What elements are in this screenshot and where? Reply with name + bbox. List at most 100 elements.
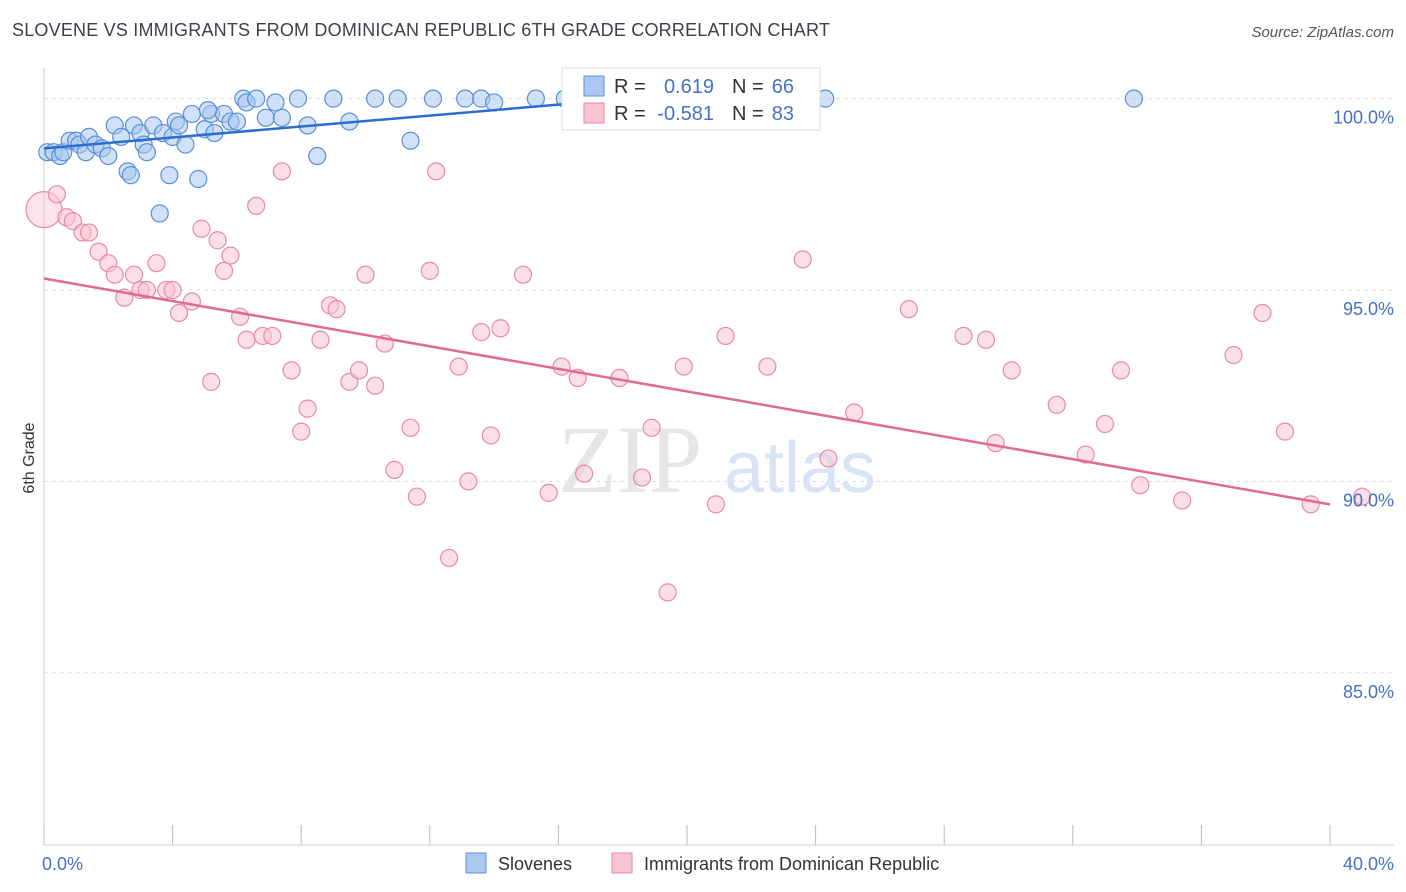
pink-point <box>986 434 1005 453</box>
legend-dominican-swatch <box>611 852 633 874</box>
pink-point <box>674 357 693 376</box>
pink-point <box>1076 445 1095 464</box>
pink-point <box>147 254 166 273</box>
blue-point <box>189 169 208 189</box>
blue-point <box>137 143 156 162</box>
blue-point <box>198 101 218 120</box>
legend-slovenes-label: Slovenes <box>498 854 572 874</box>
y-tick-label-2: 90.0% <box>1343 490 1394 510</box>
watermark-atlas: atlas <box>724 428 876 508</box>
y-axis-title: 6th Grade <box>21 422 38 493</box>
pink-point <box>237 330 256 349</box>
pink-point <box>79 223 99 242</box>
y-tick-label-1: 95.0% <box>1343 299 1394 319</box>
chart-source: Source: ZipAtlas.com <box>1251 24 1394 41</box>
blue-point <box>456 89 475 108</box>
pink-point <box>1111 361 1131 380</box>
pink-point <box>401 418 420 437</box>
stats-legend-pink-n-label: N = <box>732 103 764 125</box>
pink-point <box>552 357 571 376</box>
pink-point <box>716 326 735 346</box>
blue-point <box>160 166 179 185</box>
pink-point <box>632 468 652 487</box>
pink-point <box>439 548 459 568</box>
pink-point <box>819 449 838 468</box>
blue-point <box>401 131 420 150</box>
pink-point <box>575 464 594 483</box>
blue-point <box>247 89 266 108</box>
blue-point <box>99 146 118 166</box>
blue-point <box>150 204 169 223</box>
blue-point <box>227 112 246 131</box>
pink-point <box>247 196 266 215</box>
y-tick-label-0: 100.0% <box>1333 108 1394 128</box>
blue-point <box>423 89 443 108</box>
pink-point <box>472 323 491 342</box>
pink-point <box>272 162 292 181</box>
pink-point <box>311 330 330 349</box>
stats-legend-blue-n-value: 66 <box>772 76 794 98</box>
pink-point <box>137 280 156 300</box>
pink-point <box>208 231 227 250</box>
blue-point <box>308 146 327 166</box>
blue-point <box>388 89 407 108</box>
pink-point <box>1095 414 1115 434</box>
legend-slovenes-swatch <box>465 852 487 874</box>
blue-point <box>256 108 275 127</box>
pink-point <box>658 583 677 602</box>
pink-point <box>1353 487 1372 506</box>
pink-point <box>706 495 726 514</box>
pink-point <box>539 483 558 502</box>
blue-point <box>121 166 140 185</box>
blue-point <box>272 108 292 127</box>
blue-point <box>526 89 545 108</box>
pink-point <box>954 326 973 346</box>
pink-point <box>105 265 124 284</box>
y-tick-labels: 100.0% 95.0% 90.0% 85.0% <box>1333 108 1394 702</box>
grid-lines <box>44 98 1394 674</box>
pink-point <box>1253 303 1272 323</box>
pink-point <box>292 422 311 441</box>
pink-point <box>221 246 240 265</box>
stats-legend: R = 0.619 N = 66 R = -0.581 N = 83 <box>561 67 821 131</box>
pink-point <box>169 303 189 323</box>
stats-legend-blue-r-label: R = <box>614 76 646 98</box>
stats-legend-pink-swatch <box>583 102 605 124</box>
pink-point <box>349 361 369 380</box>
trend-line-dominican <box>43 277 1331 506</box>
pink-point <box>420 261 439 280</box>
y-tick-label-3: 85.0% <box>1343 682 1394 702</box>
watermark-zip: ZIP <box>558 406 702 513</box>
pink-point <box>163 280 182 300</box>
pink-point <box>758 357 777 376</box>
pink-point <box>793 250 812 269</box>
pink-point <box>47 185 66 204</box>
pink-point <box>642 418 661 437</box>
stats-legend-blue-n-label: N = <box>732 76 764 98</box>
pink-point <box>202 372 221 391</box>
chart-title: SLOVENE VS IMMIGRANTS FROM DOMINICAN REP… <box>12 20 831 40</box>
pink-point <box>1047 395 1066 414</box>
x-tick-label-max: 40.0% <box>1343 854 1394 874</box>
pink-point <box>1002 361 1021 380</box>
blue-point <box>324 89 343 108</box>
blue-point <box>176 135 195 154</box>
stats-legend-blue-r-value: 0.619 <box>664 76 714 98</box>
x-tick-label-min: 0.0% <box>42 854 83 874</box>
pink-point <box>282 361 301 380</box>
pink-point <box>385 460 404 479</box>
pink-point <box>1275 422 1295 441</box>
stats-legend-pink-r-label: R = <box>614 103 646 125</box>
pink-point <box>263 326 282 346</box>
pink-point <box>1301 495 1320 514</box>
pink-point <box>491 319 510 338</box>
pink-point <box>327 300 346 319</box>
pink-point <box>976 330 996 349</box>
blue-point <box>169 116 189 135</box>
axes <box>43 68 1394 846</box>
pink-point <box>449 357 468 376</box>
pink-point <box>1173 491 1192 510</box>
blue-point <box>182 104 201 124</box>
pink-point <box>427 162 446 181</box>
